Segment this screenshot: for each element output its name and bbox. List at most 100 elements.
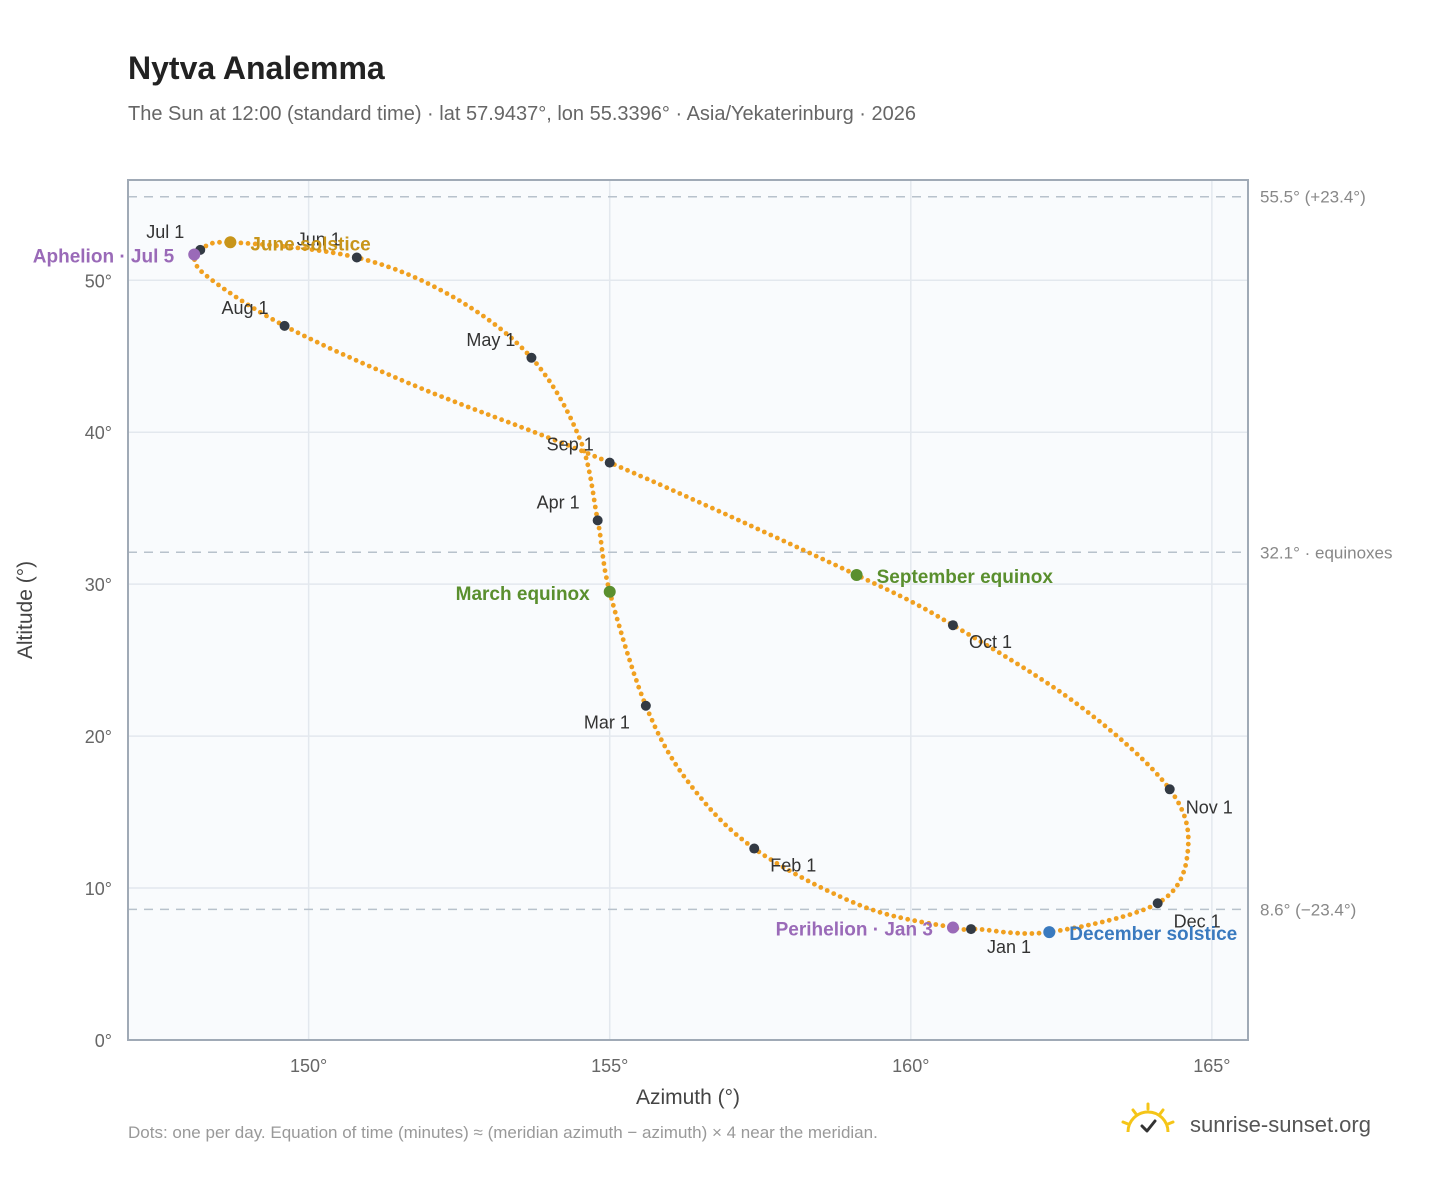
month-marker-dot (749, 843, 760, 854)
daily-sun-dot (221, 286, 227, 292)
month-marker-label: Nov 1 (1186, 797, 1233, 817)
daily-sun-dot (966, 632, 971, 637)
daily-sun-dot (677, 767, 683, 773)
event-marker-dot (603, 585, 616, 598)
daily-sun-dot (748, 523, 754, 529)
daily-sun-dot (233, 294, 239, 300)
daily-sun-dot (1064, 926, 1070, 932)
daily-sun-dot (1159, 777, 1165, 783)
daily-sun-dot (996, 650, 1002, 656)
daily-sun-dot (768, 857, 774, 862)
daily-sun-dot (412, 383, 418, 389)
chart-subtitle: The Sun at 12:00 (standard time) · lat 5… (128, 103, 916, 125)
daily-sun-dot (742, 520, 748, 526)
daily-sun-dot (910, 600, 916, 605)
daily-sun-dot (690, 497, 696, 502)
daily-sun-dot (1176, 800, 1181, 806)
daily-sun-dot (1185, 827, 1191, 833)
daily-sun-dot (289, 327, 294, 332)
daily-sun-dot (314, 339, 320, 345)
daily-sun-dot (1184, 855, 1190, 861)
daily-sun-dot (591, 497, 597, 503)
daily-sun-dot (238, 240, 244, 246)
daily-sun-dot (379, 262, 385, 267)
daily-sun-dot (620, 637, 626, 642)
daily-sun-dot (1099, 919, 1105, 925)
daily-sun-dot (919, 919, 925, 925)
daily-sun-dot (1080, 705, 1085, 711)
daily-sun-dot (393, 375, 398, 380)
daily-sun-dot (610, 602, 616, 608)
daily-sun-dot (347, 354, 352, 360)
event-marker-label: September equinox (877, 567, 1054, 588)
daily-sun-dot (739, 836, 745, 842)
daily-sun-dot (469, 305, 474, 311)
daily-sun-dot (579, 448, 584, 454)
daily-sun-dot (865, 578, 871, 583)
daily-sun-dot (588, 476, 594, 482)
event-marker-dot (224, 236, 237, 249)
daily-sun-dot (257, 309, 263, 315)
daily-sun-dot (1183, 863, 1188, 868)
daily-sun-dot (561, 402, 567, 408)
daily-sun-dot (604, 575, 609, 580)
daily-sun-dot (432, 391, 438, 397)
daily-sun-dot (302, 246, 308, 252)
daily-sun-dot (813, 553, 819, 559)
daily-sun-dot (472, 407, 478, 412)
daily-sun-dot (1172, 794, 1178, 800)
daily-sun-dot (465, 404, 471, 410)
daily-sun-dot (897, 593, 903, 599)
daily-sun-dot (598, 539, 604, 545)
daily-sun-dot (199, 269, 205, 275)
event-marker-dot (946, 921, 959, 934)
daily-sun-dot (479, 409, 484, 415)
daily-sun-dot (327, 346, 333, 351)
daily-sun-dot (733, 832, 739, 837)
daily-sun-dot (281, 244, 286, 249)
daily-sun-dot (1021, 665, 1026, 671)
daily-sun-dot (694, 790, 700, 796)
daily-sun-dot (217, 239, 222, 245)
daily-sun-dot (898, 915, 904, 921)
daily-sun-dot (316, 248, 322, 254)
daily-sun-dot (1022, 931, 1028, 936)
daily-sun-dot (386, 372, 392, 377)
brand[interactable]: sunrise-sunset.org (1120, 1100, 1400, 1150)
daily-sun-dot (761, 529, 767, 535)
daily-sun-dot (1015, 661, 1020, 667)
x-tick-label: 155° (591, 1056, 628, 1076)
grid-lines (128, 180, 1248, 1041)
daily-sun-dot (492, 414, 498, 420)
daily-sun-dot (406, 272, 411, 277)
daily-sun-dot (831, 891, 837, 896)
month-marker-label: Aug 1 (222, 298, 269, 318)
daily-sun-dot (685, 779, 691, 785)
daily-sun-dot (585, 462, 591, 468)
daily-sun-dot (728, 827, 734, 833)
month-marker-label: Feb 1 (770, 856, 816, 876)
daily-sun-dot (718, 817, 723, 823)
daily-sun-dot (681, 773, 687, 779)
daily-sun-dot (1165, 893, 1171, 899)
month-marker-label: Jan 1 (987, 937, 1031, 957)
daily-sun-dot (546, 378, 552, 384)
daily-sun-dot (793, 871, 798, 877)
daily-sun-dot (545, 435, 551, 440)
daily-sun-dot (565, 409, 570, 414)
month-marker-dot (351, 252, 362, 263)
daily-sun-dot (1079, 924, 1084, 929)
plot-frame (127, 179, 1249, 1041)
daily-sun-dot (844, 897, 849, 902)
chart-title: Nytva Analemma (128, 50, 385, 86)
daily-sun-dot (1003, 654, 1008, 659)
daily-sun-dot (1134, 751, 1140, 757)
daily-sun-dot (463, 302, 468, 307)
daily-sun-dot (337, 251, 343, 257)
daily-sun-dot (1150, 766, 1155, 772)
daily-sun-dot (646, 711, 652, 717)
daily-sun-dot (673, 761, 679, 767)
daily-sun-dot (210, 240, 215, 246)
daily-sun-dot (935, 613, 941, 619)
daily-sun-dot (904, 596, 909, 602)
